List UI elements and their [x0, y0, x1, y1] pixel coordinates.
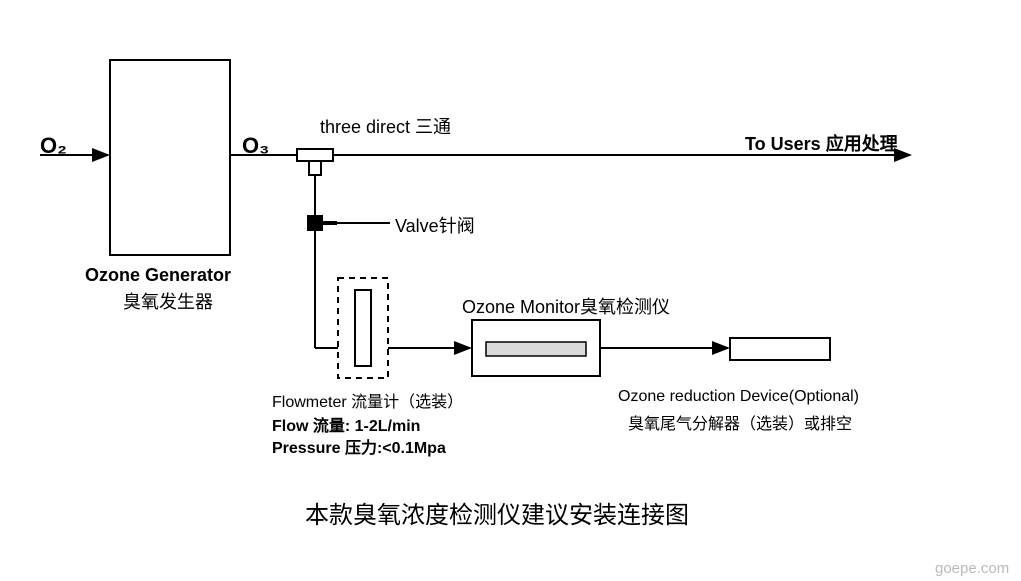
pressure-label: Pressure 压力:<0.1Mpa — [272, 434, 446, 458]
ozone-generator-box — [110, 60, 230, 255]
tee-neck — [309, 161, 321, 175]
reduction-box — [730, 338, 830, 360]
o2-label: O₂ — [40, 133, 67, 159]
valve-body — [307, 215, 323, 231]
three-direct-label: three direct 三通 — [320, 113, 451, 139]
flowmeter-label: Flowmeter 流量计（选装） — [272, 388, 463, 412]
valve-label: Valve针阀 — [395, 212, 475, 238]
tee-body — [297, 149, 333, 161]
ozone-generator-en-label: Ozone Generator — [85, 265, 231, 286]
flowmeter-inner-box — [355, 290, 371, 366]
watermark-text: goepe.com — [935, 560, 1009, 577]
flow-label: Flow 流量: 1-2L/min — [272, 412, 420, 436]
reduction-label-line1: Ozone reduction Device(Optional) — [618, 388, 859, 406]
to-users-label: To Users 应用处理 — [745, 130, 898, 156]
monitor-inner-box — [486, 342, 586, 356]
diagram-caption: 本款臭氧浓度检测仪建议安装连接图 — [305, 495, 689, 530]
ozone-monitor-label: Ozone Monitor臭氧检测仪 — [462, 293, 670, 319]
o3-label: O₃ — [242, 133, 269, 159]
ozone-generator-cn-label: 臭氧发生器 — [123, 288, 213, 314]
reduction-label-line2: 臭氧尾气分解器（选装）或排空 — [628, 410, 852, 434]
